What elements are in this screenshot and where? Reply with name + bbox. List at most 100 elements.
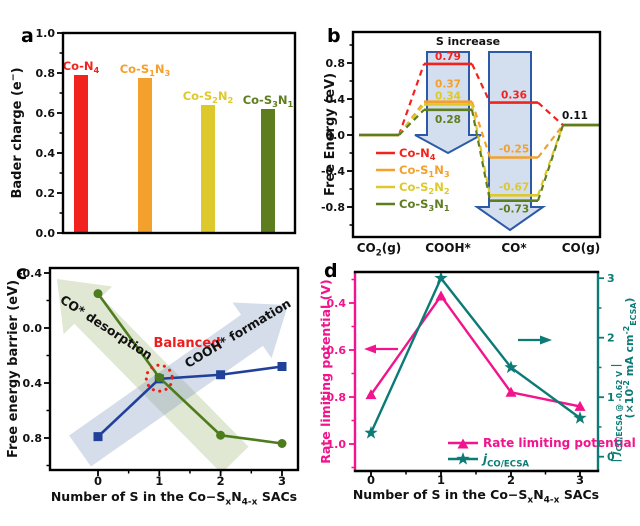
- plot-box: [48, 266, 300, 472]
- bader-charge-bar-chart: 0.0 0.2 0.4 0.6 0.8 1.0 Co-N4 Co-S1N3 Co-S2N2 Co-…: [8, 27, 297, 240]
- x-category-label: CO(g): [562, 241, 601, 255]
- y-tick-label: -0.8: [321, 201, 345, 214]
- triangle-marker: [574, 400, 586, 411]
- value-label: 0.79: [435, 51, 461, 63]
- left-tick-label: 1.0: [327, 438, 347, 451]
- triangle-marker: [505, 386, 517, 397]
- legend-rate-limiting: Rate limiting potential: [483, 436, 636, 450]
- triangle-marker: [365, 389, 377, 400]
- value-label: 0.37: [435, 79, 461, 91]
- circle-marker: [277, 439, 287, 448]
- background-arrow: [69, 302, 288, 467]
- y-tick-label: 0.0: [36, 227, 56, 240]
- x-tick-label: 3: [278, 474, 286, 488]
- y-tick-label: 0.4: [36, 147, 56, 160]
- circle-marker: [216, 430, 226, 440]
- left-tick-label: 0.4: [327, 297, 347, 310]
- balanced-label: Balanced: [154, 336, 221, 351]
- right-axis-label-inner: | jCO/ECSA @ -0.62 V |: [610, 364, 624, 463]
- right-tick-label: 3: [607, 272, 615, 285]
- x-tick-label: 1: [155, 474, 163, 488]
- bar-label: Co-N4: [63, 59, 100, 75]
- x-category-label: CO*: [501, 241, 527, 255]
- free-energy-diagram: 0.79 0.370.34 0.28 0.36 -0.25 -0.67 -0.73 0.11 S…: [321, 30, 602, 258]
- bar-label: Co-S3N1: [243, 93, 294, 109]
- left-axis-label: Rate limiting potential (V): [320, 279, 333, 464]
- x-tick-label: 2: [217, 474, 225, 488]
- star-marker: [434, 271, 448, 284]
- x-tick-label: 3: [576, 473, 584, 487]
- star-marker: [364, 425, 378, 439]
- y-tick-label: -0.4: [321, 165, 345, 178]
- y-axis-label: Free energy barrier (eV): [6, 280, 21, 458]
- legend-entry: Co-N4: [399, 146, 436, 162]
- chart-title: S increase: [436, 35, 500, 48]
- circle-marker: [154, 373, 164, 382]
- square-marker: [216, 370, 226, 380]
- x-tick-label: 0: [94, 474, 102, 488]
- y-tick-label: 0.8: [36, 67, 56, 80]
- value-label: -0.67: [499, 181, 529, 193]
- triangle-marker: [435, 290, 447, 301]
- y-tick-label: 0.0: [326, 129, 346, 142]
- s-increase-arrow: [473, 51, 547, 232]
- background-arrow: [57, 279, 249, 474]
- left-tick-label: 0.6: [327, 344, 347, 357]
- plot-box: [61, 31, 297, 235]
- x-tick-label: 1: [437, 473, 445, 487]
- y-tick-label: 0.6: [36, 107, 56, 120]
- bar-label: Co-S1N3: [120, 62, 171, 78]
- value-label: 0.28: [435, 114, 461, 126]
- value-label: 0.36: [501, 90, 527, 102]
- bar-label: Co-S2N2: [183, 89, 234, 105]
- star-marker: [504, 360, 518, 374]
- y-tick-label: 0.8: [326, 57, 346, 70]
- rate-potential-current-chart: Rate limiting potential jCO/ECSA 0.4 0.6 0.8…: [320, 270, 638, 506]
- triangle-marker: [457, 438, 469, 449]
- value-label: 0.11: [562, 110, 588, 122]
- x-category-label: CO2(g): [357, 241, 402, 258]
- value-label: -0.73: [499, 204, 529, 216]
- panel-label-b: b: [327, 25, 341, 47]
- panel-label-d: d: [324, 260, 338, 282]
- y-tick-label: 0.8: [23, 432, 43, 445]
- star-marker: [456, 452, 470, 465]
- circle-marker: [93, 289, 103, 299]
- bar: [138, 78, 152, 233]
- y-axis-label: Free Energy (eV): [323, 73, 338, 196]
- value-label: -0.25: [499, 144, 529, 156]
- right-tick-label: 2: [607, 332, 615, 345]
- legend-entry: Co-S1N3: [399, 163, 450, 179]
- panel-label-c: c: [16, 262, 28, 284]
- y-tick-label: 1.0: [36, 27, 56, 40]
- right-tick-label: 1: [607, 391, 615, 404]
- x-tick-label: 0: [367, 473, 375, 487]
- y-axis-label: Bader charge (e−): [8, 67, 25, 198]
- left-tick-label: 0.8: [327, 391, 347, 404]
- x-axis-label: Number of S in the Co−SxN4-x SACs: [353, 487, 599, 506]
- y-tick-label: -0.4: [18, 267, 42, 280]
- value-label: 0.34: [435, 90, 461, 102]
- bar: [201, 105, 215, 233]
- square-marker: [277, 362, 287, 371]
- right-axis-label-outer: (×10-2 mA cm-2ECSA): [622, 298, 638, 419]
- y-tick-label: 0.4: [326, 93, 346, 106]
- star-marker: [573, 411, 587, 424]
- y-tick-label: 0.2: [36, 187, 56, 200]
- square-marker: [93, 432, 103, 442]
- right-tick-label: 0: [607, 451, 615, 464]
- legend-entry: Co-S2N2: [399, 180, 450, 196]
- y-tick-label: 0.0: [23, 322, 43, 335]
- bar: [261, 109, 275, 233]
- left-arrow: [364, 344, 376, 354]
- legend-jco: jCO/ECSA: [481, 452, 529, 469]
- plot-box: [351, 30, 602, 239]
- x-category-label: COOH*: [425, 241, 471, 255]
- x-tick-label: 2: [507, 473, 515, 487]
- y-tick-label: 0.4: [23, 377, 43, 390]
- panel-label-a: a: [21, 25, 34, 47]
- balanced-circle: [144, 363, 174, 393]
- bar: [74, 75, 88, 233]
